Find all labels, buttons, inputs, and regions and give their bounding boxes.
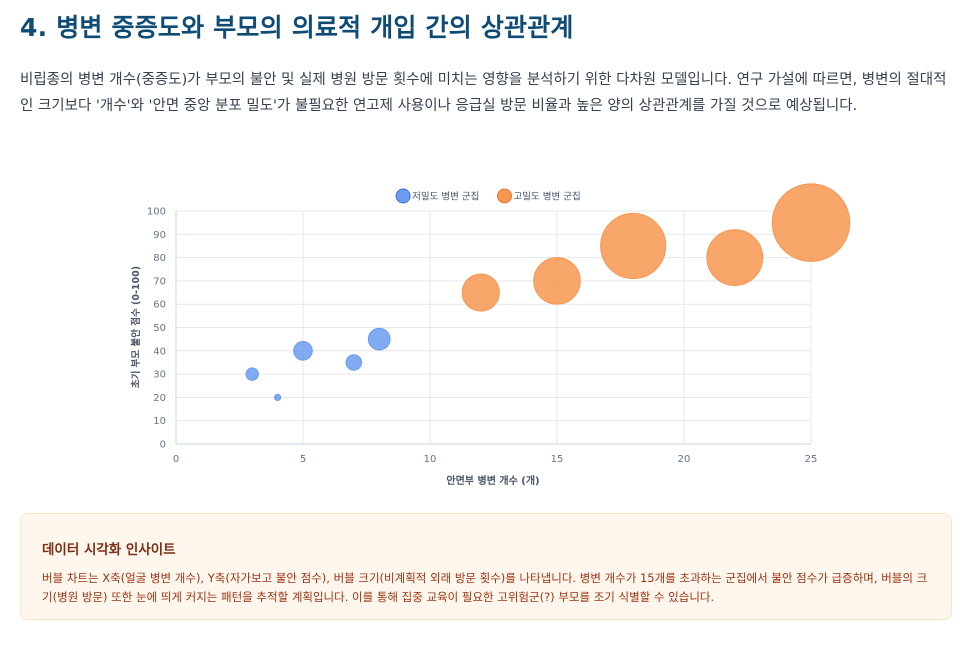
x-tick-label: 15 [551, 454, 564, 465]
intro-paragraph: 비립종의 병변 개수(중증도)가 부모의 불안 및 실제 병원 방문 횟수에 미… [20, 72, 947, 114]
bubble-point[interactable] [293, 341, 313, 361]
bubble-point[interactable] [706, 229, 764, 286]
y-tick-label: 40 [153, 346, 166, 357]
y-axis-label: 초기 부모 불안 점수 (0-100) [130, 266, 142, 388]
x-tick-label: 0 [173, 454, 179, 465]
bubble-point[interactable] [533, 257, 581, 305]
y-tick-label: 0 [160, 440, 166, 451]
bubbles [245, 183, 851, 401]
chart-svg: 0 10 20 30 40 50 60 70 80 90 100 0 5 10 15 20 25 저밀도 병변 … [130, 183, 851, 487]
insight-box: 데이터 시각화 인사이트 버블 차트는 X축(얼굴 병변 개수), Y축(자가보… [20, 513, 952, 620]
insight-title: 데이터 시각화 인사이트 [42, 542, 176, 558]
y-tick-label: 50 [153, 323, 166, 334]
insight-text: 버블 차트는 X축(얼굴 병변 개수), Y축(자가보고 불안 점수), 버블 … [42, 571, 928, 604]
y-tick-label: 100 [147, 207, 166, 218]
y-tick-label: 20 [153, 393, 166, 404]
page-title: 4. 병변 중증도와 부모의 의료적 개입 간의 상관관계 [20, 13, 574, 42]
x-axis-label: 안면부 병변 개수 (개) [446, 474, 539, 487]
bubble-point[interactable] [771, 183, 851, 262]
bubble-point[interactable] [461, 273, 500, 312]
legend[interactable]: 저밀도 병변 군집 고밀도 병변 군집 [395, 188, 581, 204]
x-tick-label: 20 [678, 454, 691, 465]
bubble-point[interactable] [245, 367, 259, 381]
axes: 0 10 20 30 40 50 60 70 80 90 100 0 5 10 15 20 25 [147, 207, 817, 466]
bubble-point[interactable] [345, 354, 363, 371]
x-tick-label: 10 [424, 454, 437, 465]
legend-swatch[interactable] [497, 188, 512, 204]
y-tick-label: 60 [153, 300, 166, 311]
bubble-chart: 0 10 20 30 40 50 60 70 80 90 100 0 5 10 15 20 25 저밀도 병변 … [0, 180, 975, 495]
y-tick-label: 70 [153, 276, 166, 287]
legend-label[interactable]: 저밀도 병변 군집 [412, 191, 479, 203]
y-tick-label: 90 [153, 230, 166, 241]
x-tick-label: 25 [805, 454, 818, 465]
bubble-point[interactable] [274, 393, 282, 401]
x-tick-label: 5 [300, 454, 306, 465]
y-tick-label: 80 [153, 253, 166, 264]
y-tick-label: 10 [153, 416, 166, 427]
legend-label[interactable]: 고밀도 병변 군집 [514, 191, 581, 203]
bubble-point[interactable] [600, 212, 667, 279]
bubble-point[interactable] [367, 327, 391, 351]
y-tick-label: 30 [153, 370, 166, 381]
legend-swatch[interactable] [395, 188, 411, 204]
